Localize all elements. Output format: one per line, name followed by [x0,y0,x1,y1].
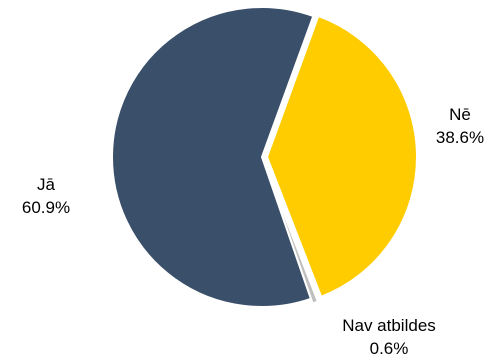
label-no: Nē 38.6% [436,105,484,147]
pie-slices [111,6,418,308]
pie-slice-2 [111,6,315,308]
pie-slice-1 [262,160,319,305]
label-no-answer-name: Nav atbildes [342,316,436,335]
label-no-value: 38.6% [436,128,484,147]
label-yes-value: 60.9% [22,198,70,217]
pie-slice-0 [266,14,418,298]
label-no-name: Nē [449,105,471,124]
label-yes: Jā 60.9% [22,175,70,217]
label-yes-name: Jā [37,175,56,194]
label-no-answer: Nav atbildes 0.6% [342,316,436,358]
label-no-answer-value: 0.6% [370,339,409,358]
